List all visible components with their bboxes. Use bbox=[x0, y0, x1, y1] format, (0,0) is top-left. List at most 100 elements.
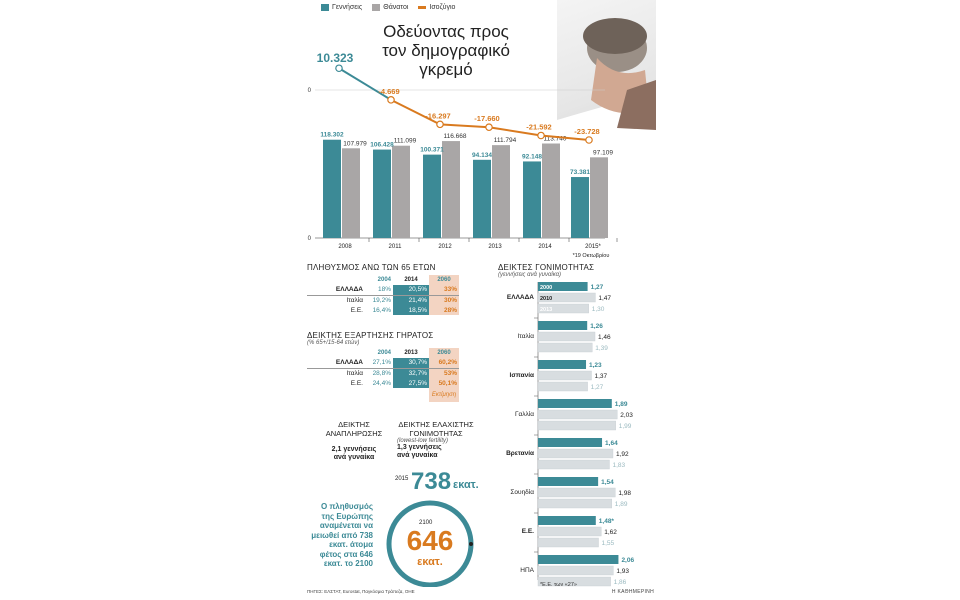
fertility-value-label: 1,23 bbox=[589, 362, 602, 369]
fertility-bar bbox=[538, 555, 619, 564]
bar-births bbox=[373, 149, 391, 238]
pop65-col-2014: 2014 bbox=[404, 277, 418, 283]
dependency-subtitle: (% 65+/15-64 ετών) bbox=[307, 340, 360, 346]
fertility-bar bbox=[537, 420, 616, 431]
bar-deaths bbox=[492, 145, 510, 238]
balance-point bbox=[537, 131, 545, 140]
fertility-bar bbox=[537, 526, 602, 537]
fertility-value-label: 2,03 bbox=[620, 412, 633, 419]
fertility-country-label: Ισπανία bbox=[510, 372, 534, 379]
x-tick-label: 2011 bbox=[389, 244, 403, 250]
fertility-bar bbox=[537, 381, 588, 392]
pop65-col-2060: 2060 bbox=[429, 275, 459, 285]
fertility-bar bbox=[537, 342, 593, 353]
fertility-year-label: 2013 bbox=[540, 307, 552, 313]
x-tick-label: 2014 bbox=[538, 244, 552, 250]
legend-balance: Ισοζύγιο bbox=[418, 4, 455, 11]
fertility-chart: 1,27 2000 1,47 2010 1,30 2013 ΕΛΛΑΔΑ 1,26 1,46 1,… bbox=[506, 282, 634, 588]
title-line-3: γκρεμό bbox=[419, 60, 473, 79]
estimate-note: Εκτίμηση bbox=[429, 388, 459, 402]
bar-births bbox=[473, 159, 491, 238]
infographic: Γεννήσεις Θάνατοι Ισοζύγιο Οδεύοντας προ… bbox=[305, 0, 656, 600]
fertility-country-label: ΗΠΑ bbox=[520, 567, 534, 574]
table-row: ΕΛΛΑΔΑ 18% 20,5% 33% bbox=[307, 285, 459, 296]
bar-births bbox=[571, 177, 589, 238]
pop65-table: 2004 2014 2060 ΕΛΛΑΔΑ 18% 20,5% 33% Ιταλ… bbox=[307, 275, 459, 315]
fertility-value-label: 1,98 bbox=[618, 490, 631, 497]
population-future-unit: εκατ. bbox=[417, 556, 443, 568]
table-row: Ιταλία 19,2% 21,4% 30% bbox=[346, 295, 459, 305]
fertility-value-label: 1,27 bbox=[591, 384, 604, 391]
fertility-value-label: 1,64 bbox=[605, 440, 618, 447]
bar-births bbox=[323, 139, 341, 238]
fertility-value-label: 1,37 bbox=[594, 373, 607, 380]
balance-point bbox=[335, 64, 343, 73]
bar-births bbox=[423, 154, 441, 238]
year-now: 2015 bbox=[395, 476, 409, 482]
fertility-country-label: ΕΛΛΑΔΑ bbox=[507, 294, 534, 301]
fertility-bar bbox=[538, 321, 588, 330]
population-now: 738 bbox=[411, 468, 452, 495]
fertility-bar bbox=[537, 487, 616, 498]
fertility-value-label: 1,26 bbox=[590, 323, 603, 330]
fertility-value-label: 1,89 bbox=[615, 501, 628, 508]
title-line-1: Οδεύοντας προς bbox=[383, 22, 509, 41]
bar-label-births: 94.134 bbox=[472, 152, 492, 159]
fertility-country-label: Σουηδία bbox=[510, 488, 534, 496]
bar-deaths bbox=[392, 145, 410, 238]
population-circles bbox=[386, 500, 474, 587]
fertility-bar bbox=[537, 331, 596, 342]
legend-deaths: Θάνατοι bbox=[372, 4, 408, 11]
x-tick-label: 2008 bbox=[338, 244, 352, 250]
dependency-table: 2004 2013 2060 ΕΛΛΑΔΑ 27,1% 30,7% 60,2% … bbox=[307, 348, 459, 402]
year-future: 2100 bbox=[419, 520, 433, 526]
fertility-bar bbox=[538, 282, 588, 291]
fertility-value-label: 1,55 bbox=[602, 540, 615, 547]
x-tick-label: 2013 bbox=[488, 244, 502, 250]
fertility-value-label: 1,30 bbox=[592, 306, 605, 313]
fertility-bar bbox=[537, 565, 614, 576]
bar-label-births: 92.148 bbox=[522, 153, 542, 160]
chart-title: Οδεύοντας προς τον δημογραφικό γκρεμό bbox=[371, 22, 521, 79]
bar-label-deaths: 107.979 bbox=[343, 140, 367, 147]
fertility-value-label: 2,06 bbox=[621, 557, 634, 564]
source-note: ΠΗΓΕΣ: ΕΛΣΤΑΤ, Eurostat, Παγκόσμια Τράπε… bbox=[307, 589, 415, 594]
fertility-year-label: 2010 bbox=[540, 296, 552, 302]
fertility-value-label: 1,27 bbox=[591, 284, 604, 291]
bar-deaths bbox=[590, 157, 608, 238]
fertility-title: ΔΕΙΚΤΕΣ ΓΟΝΙΜΟΤΗΤΑΣ bbox=[498, 263, 595, 272]
bar-label-deaths: 111.099 bbox=[394, 138, 417, 145]
elderly-man-photo bbox=[557, 0, 656, 150]
bar-label-births: 106.428 bbox=[370, 142, 394, 149]
fertility-subtitle: (γεννήσεις ανά γυναίκα) bbox=[498, 272, 562, 278]
balance-label: -16.297 bbox=[425, 111, 450, 120]
fertility-country-label: Γαλλία bbox=[515, 410, 534, 418]
bar-deaths bbox=[342, 148, 360, 238]
title-line-2: τον δημογραφικό bbox=[382, 41, 510, 60]
fertility-bar bbox=[538, 516, 596, 525]
fertility-bar bbox=[537, 303, 589, 314]
population-future: 646 bbox=[406, 525, 454, 556]
pop65-title: ΠΛΗΘΥΣΜΟΣ ΑΝΩ ΤΩΝ 65 ΕΤΩΝ bbox=[307, 263, 436, 272]
fertility-value-label: 1,62 bbox=[604, 529, 617, 536]
balance-label: -4.669 bbox=[378, 87, 399, 96]
fertility-value-label: 1,89 bbox=[615, 401, 628, 408]
fertility-value-label: 1,99 bbox=[619, 423, 632, 430]
fertility-bar bbox=[537, 292, 596, 303]
fertility-bar bbox=[538, 477, 599, 486]
fertility-bar bbox=[538, 360, 587, 369]
brand-logo: Η ΚΑΘΗΜΕΡΙΝΗ bbox=[611, 589, 654, 595]
bar-zero-label: 0 bbox=[308, 236, 312, 242]
x-tick-label: 2015* bbox=[585, 244, 601, 250]
fertility-value-label: 1,48* bbox=[599, 518, 615, 525]
balance-label: 10.323 bbox=[317, 51, 354, 65]
x-tick-label: 2012 bbox=[438, 244, 452, 250]
europe-text: Ο πληθυσμός της Ευρώπης αναμένεται να με… bbox=[311, 502, 373, 568]
fertility-bar bbox=[537, 448, 614, 459]
fertility-bar bbox=[537, 498, 613, 509]
fertility-country-label: Βρετανία bbox=[506, 450, 534, 457]
fertility-bar bbox=[537, 576, 611, 587]
fertility-bar bbox=[537, 537, 599, 548]
replacement-index: ΔΕΙΚΤΗΣ ΑΝΑΠΛΗΡΩΣΗΣ 2,1 γεννήσεις ανά γυ… bbox=[325, 420, 383, 461]
